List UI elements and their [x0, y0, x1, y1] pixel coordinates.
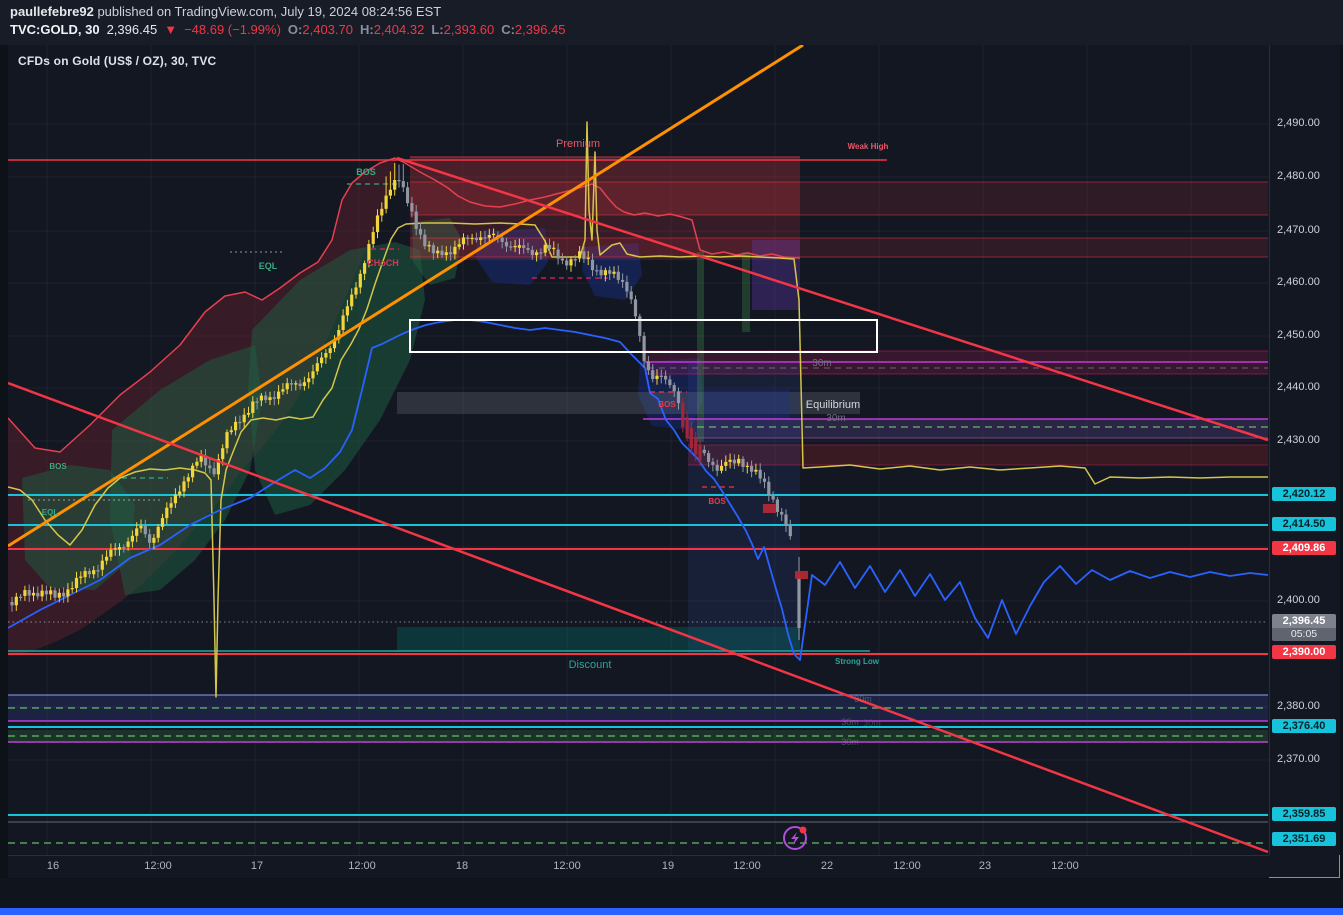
red-trendline-1 [396, 156, 1269, 442]
red-trendline-2 [8, 381, 1269, 854]
snapshot-header: paullefebre92 published on TradingView.c… [0, 0, 1343, 45]
chart-annotation: Equilibrium [806, 399, 860, 411]
price-axis-label: 2,450.00 [1277, 329, 1320, 341]
time-axis-label: 12:00 [893, 860, 921, 872]
time-axis-label: 23 [978, 860, 992, 872]
order-block [795, 571, 808, 579]
chart-annotation: BOS [356, 167, 376, 177]
chart-annotation: EQL [42, 508, 59, 517]
band-d-30m [688, 419, 1268, 438]
green-fvg-2 [742, 252, 750, 332]
orange-trendline [8, 45, 804, 548]
bottom-bar: TradingView [0, 879, 1343, 908]
blue-band-line [8, 319, 1269, 661]
time-axis-label: 12:00 [733, 860, 761, 872]
premium-zone [410, 157, 800, 260]
high-label: H: [359, 22, 374, 37]
price-chart-canvas[interactable]: Premium Weak High Equilibrium 30m 30m 30m 30m 3… [8, 45, 1269, 855]
bottom-blue-strip [0, 908, 1343, 915]
green-fvg-1 [697, 252, 704, 442]
level-price-label: 2,351.69 [1272, 832, 1336, 846]
price-axis-label: 2,380.00 [1277, 700, 1320, 712]
chart-annotation: 30m [863, 718, 881, 728]
alert-price-label: 2,409.86 [1272, 541, 1336, 555]
chart-annotation: BOS [708, 497, 726, 506]
close-value: 2,396.45 [514, 22, 566, 37]
time-axis-label: 16 [46, 860, 60, 872]
chart-annotation: BOS [49, 462, 67, 471]
premium-zone-inner [410, 157, 800, 215]
chart-annotation: BOS [658, 400, 676, 409]
supply-band-b [410, 238, 1268, 257]
down-triangle-icon: ▼ [164, 22, 178, 37]
low-label: L: [431, 22, 444, 37]
green-cloud-2 [110, 345, 262, 595]
chart-annotation: 30m [812, 358, 831, 369]
level-price-label: 2,376.40 [1272, 719, 1336, 733]
chart-annotation: EQL [259, 261, 278, 271]
chart-annotation: 30m [841, 717, 859, 727]
price-axis-label: 2,490.00 [1277, 117, 1320, 129]
publish-text: published on TradingView.com, July 19, 2… [93, 4, 442, 19]
symbol-ohlc-row: TVC:GOLD, 30 2,396.45 ▼ −48.69 (−1.99%) … [10, 22, 566, 37]
level-price-label: 2,359.85 [1272, 807, 1336, 821]
lightning-pattern-icon[interactable] [783, 826, 807, 850]
order-block [763, 504, 776, 513]
price-axis-label: 2,400.00 [1277, 594, 1320, 606]
discount-zone [397, 627, 800, 651]
chart-annotation: 30m [841, 737, 859, 747]
high-value: 2,404.32 [373, 22, 425, 37]
time-axis-label: 12:00 [144, 860, 172, 872]
current-price-label: 2,396.45 05:05 [1272, 614, 1336, 641]
time-axis-label: 22 [820, 860, 834, 872]
yellow-mid-line [8, 121, 1268, 698]
chart-title: CFDs on Gold (US$ / OZ), 30, TVC [18, 54, 217, 68]
price-axis-label: 2,440.00 [1277, 381, 1320, 393]
publish-info: paullefebre92 published on TradingView.c… [10, 4, 441, 19]
chart-annotation: Weak High [848, 142, 889, 151]
open-value: 2,403.70 [302, 22, 353, 37]
level-price-label: 2,420.12 [1272, 487, 1336, 501]
bar-countdown: 05:05 [1272, 628, 1336, 641]
price-axis-label: 2,480.00 [1277, 170, 1320, 182]
symbol-label: TVC:GOLD, 30 [10, 22, 100, 37]
time-axis[interactable]: 16 12:00 17 12:00 18 12:00 19 12:00 22 12:00 23 12:… [8, 855, 1269, 878]
chart-annotation: 30m [826, 413, 845, 424]
red-band-line [8, 157, 801, 453]
chart-annotation: Premium [556, 138, 600, 150]
chart-annotation: CHoCH [367, 258, 399, 268]
time-axis-label: 12:00 [348, 860, 376, 872]
band-e-30m [688, 445, 1268, 465]
chart-annotation: Strong Low [835, 657, 880, 666]
time-axis-label: 12:00 [553, 860, 581, 872]
price-axis-label: 2,430.00 [1277, 434, 1320, 446]
chart-annotation: Discount [569, 659, 612, 671]
equilibrium-band [397, 392, 860, 414]
chart-annotation: 30m [854, 694, 872, 704]
open-label: O: [287, 22, 303, 37]
price-axis-label: 2,460.00 [1277, 276, 1320, 288]
username: paullefebre92 [10, 4, 94, 19]
alert-price-label: 2,390.00 [1272, 645, 1336, 659]
price-axis[interactable]: 2,490.00 2,480.00 2,470.00 2,460.00 2,450.00… [1269, 45, 1340, 855]
close-label: C: [501, 22, 515, 37]
time-axis-label: 12:00 [1051, 860, 1079, 872]
time-axis-label: 18 [455, 860, 469, 872]
last-price: 2,396.45 [106, 22, 158, 37]
white-range-box [409, 319, 878, 353]
low-value: 2,393.60 [443, 22, 495, 37]
price-change: −48.69 (−1.99%) [184, 22, 281, 37]
level-price-label: 2,414.50 [1272, 517, 1336, 531]
time-axis-label: 17 [250, 860, 264, 872]
candles [10, 163, 801, 640]
price-axis-label: 2,470.00 [1277, 224, 1320, 236]
price-axis-label: 2,370.00 [1277, 753, 1320, 765]
time-axis-label: 19 [661, 860, 675, 872]
navy-ob [703, 390, 790, 420]
